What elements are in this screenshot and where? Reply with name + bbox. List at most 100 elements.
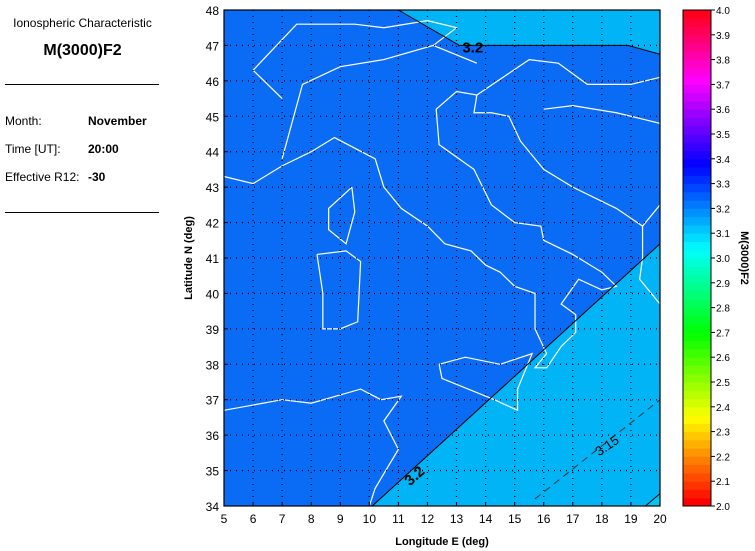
colorbar-tick-label: 2.6 <box>716 353 730 364</box>
contour-label: 3.2 <box>462 40 483 57</box>
colorbar-tick-label: 4.0 <box>716 6 730 17</box>
colorbar-swatch <box>683 142 711 152</box>
colorbar-swatch <box>683 59 711 69</box>
x-tick-label: 17 <box>566 512 580 526</box>
coastline <box>543 105 661 124</box>
colorbar-swatch <box>683 299 711 309</box>
month-label: Month: <box>5 114 42 128</box>
colorbar-tick-label: 3.5 <box>716 130 730 141</box>
x-tick-label: 7 <box>279 512 286 526</box>
x-tick-label: 14 <box>479 512 493 526</box>
x-tick-label: 9 <box>337 512 344 526</box>
colorbar-swatch <box>683 390 711 400</box>
colorbar-swatch <box>683 348 711 358</box>
x-axis-label: Longitude E (deg) <box>395 536 489 548</box>
colorbar-swatch <box>683 258 711 267</box>
colorbar-swatch <box>683 340 711 350</box>
colorbar-swatch <box>683 472 711 482</box>
info-panel: Ionospheric Characteristic M(3000)F2 Mon… <box>0 0 165 230</box>
colorbar-tick-label: 2.4 <box>716 403 730 414</box>
y-tick-label: 43 <box>206 181 220 195</box>
colorbar-swatch <box>683 307 711 317</box>
colorbar-swatch <box>683 26 711 36</box>
colorbar-swatch <box>683 92 711 102</box>
colorbar-tick-label: 2.1 <box>716 477 730 488</box>
colorbar-swatch <box>683 51 711 61</box>
y-tick-label: 36 <box>206 429 220 443</box>
colorbar-swatch <box>683 150 711 160</box>
colorbar-swatch <box>683 489 711 499</box>
colorbar-swatch <box>683 357 711 366</box>
colorbar-swatch <box>683 76 711 85</box>
y-tick-label: 37 <box>206 394 220 408</box>
colorbar-swatch <box>683 241 711 251</box>
x-tick-label: 18 <box>595 512 609 526</box>
y-tick-label: 42 <box>206 217 220 231</box>
colorbar-swatch <box>683 100 711 110</box>
x-tick-label: 11 <box>392 512 405 526</box>
colorbar-swatch <box>683 216 711 226</box>
r12-value: -30 <box>88 170 106 184</box>
x-tick-label: 12 <box>421 512 435 526</box>
y-tick-label: 46 <box>206 75 220 89</box>
x-tick-label: 13 <box>450 512 464 526</box>
coastline <box>438 352 534 412</box>
colorbar-tick-label: 3.0 <box>716 254 730 265</box>
colorbar-swatch <box>683 18 711 28</box>
colorbar-swatch <box>683 365 711 375</box>
colorbar-swatch <box>683 158 711 168</box>
colorbar-swatch <box>683 117 711 127</box>
colorbar-swatch <box>683 497 711 507</box>
coastline <box>252 20 458 100</box>
y-axis-label: Latitude N (deg) <box>183 216 195 300</box>
r12-label: Effective R12: <box>5 170 80 184</box>
colorbar-tick-label: 3.6 <box>716 105 730 116</box>
contour-line-3.1 <box>645 493 661 507</box>
panel-title: M(3000)F2 <box>43 42 122 59</box>
y-tick-label: 39 <box>206 323 220 337</box>
colorbar-swatch <box>683 134 711 143</box>
colorbar-swatch <box>683 43 711 52</box>
colorbar-swatch <box>683 406 711 416</box>
time-value: 20:00 <box>88 142 119 156</box>
colorbar-swatch <box>683 125 711 135</box>
colorbar-tick-label: 3.3 <box>716 180 730 191</box>
colorbar-swatch <box>683 233 711 242</box>
colorbar-swatch <box>683 191 711 201</box>
colorbar-swatch <box>683 266 711 276</box>
colorbar-swatch <box>683 315 711 325</box>
colorbar-swatch <box>683 464 711 474</box>
panel-subtitle: Ionospheric Characteristic <box>13 16 152 30</box>
x-tick-label: 8 <box>308 512 315 526</box>
x-tick-label: 19 <box>624 512 638 526</box>
fill-above-3.2 <box>224 10 660 506</box>
colorbar-tick-label: 3.4 <box>716 155 730 166</box>
colorbar-swatch <box>683 448 711 457</box>
colorbar-tick-label: 3.1 <box>716 229 730 240</box>
colorbar-tick-label: 2.7 <box>716 328 730 339</box>
colorbar-tick-label: 2.9 <box>716 279 730 290</box>
colorbar-tick-label: 3.2 <box>716 204 730 215</box>
x-tick-label: 20 <box>653 512 667 526</box>
colorbar-tick-label: 2.0 <box>716 502 730 513</box>
colorbar-swatch <box>683 34 711 44</box>
coastline <box>281 44 478 159</box>
colorbar-tick-label: 3.8 <box>716 56 730 67</box>
colorbar-swatch <box>683 249 711 259</box>
colorbar-swatch <box>683 208 711 218</box>
coastline <box>223 90 661 369</box>
colorbar-swatch <box>683 373 711 383</box>
colorbar-tick-label: 2.8 <box>716 304 730 315</box>
colorbar-swatch <box>683 431 711 441</box>
x-tick-label: 15 <box>508 512 522 526</box>
x-tick-label: 10 <box>363 512 377 526</box>
colorbar-swatch <box>683 274 711 284</box>
colorbar-tick-label: 2.3 <box>716 428 730 439</box>
colorbar-tick-label: 3.9 <box>716 31 730 42</box>
colorbar-swatch <box>683 109 711 118</box>
colorbar-swatch <box>683 291 711 300</box>
colorbar-swatch <box>683 175 711 185</box>
x-tick-label: 6 <box>250 512 257 526</box>
colorbar-swatch <box>683 183 711 193</box>
